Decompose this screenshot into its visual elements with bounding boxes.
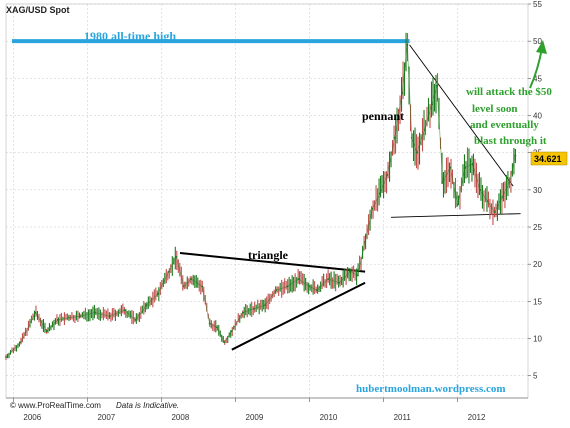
price-point bbox=[93, 311, 96, 314]
price-point bbox=[486, 200, 489, 202]
price-point bbox=[406, 43, 409, 46]
price-point bbox=[56, 319, 59, 321]
price-series bbox=[5, 32, 517, 360]
axes: 5101520253035404550552006200720082009201… bbox=[5, 0, 542, 422]
triangle-bottom-line bbox=[231, 281, 366, 351]
price-point bbox=[45, 330, 48, 332]
forecast-line-2: level soon bbox=[472, 103, 518, 115]
x-tick-label: 2007 bbox=[97, 413, 115, 422]
current-price-value: 34.621 bbox=[534, 154, 562, 164]
y-tick-label: 50 bbox=[533, 37, 542, 46]
disclaimer-note: Data is Indicative. bbox=[116, 401, 179, 410]
price-point bbox=[308, 285, 311, 288]
forecast-line-3: and eventually bbox=[470, 119, 539, 131]
copyright-note: © www.ProRealTime.com bbox=[10, 401, 101, 410]
price-point bbox=[327, 278, 329, 280]
price-point bbox=[201, 285, 204, 288]
price-point bbox=[423, 129, 426, 132]
y-tick-label: 40 bbox=[533, 112, 542, 121]
price-point bbox=[386, 174, 389, 176]
x-tick-label: 2006 bbox=[23, 413, 41, 422]
price-point bbox=[264, 304, 267, 306]
price-point bbox=[5, 356, 7, 359]
x-tick-label: 2011 bbox=[394, 413, 412, 422]
price-point bbox=[410, 136, 413, 139]
price-point bbox=[19, 341, 22, 344]
triangle-top-line bbox=[179, 252, 366, 273]
price-point bbox=[338, 281, 341, 284]
price-line bbox=[5, 44, 516, 358]
price-point bbox=[478, 188, 481, 191]
current-price-tag: 34.621 bbox=[530, 151, 568, 166]
y-tick-label: 30 bbox=[533, 186, 542, 195]
price-point bbox=[501, 196, 503, 199]
grid bbox=[6, 3, 528, 398]
price-point bbox=[134, 319, 137, 321]
price-point bbox=[230, 330, 233, 332]
pennant-bottom-line bbox=[391, 213, 521, 218]
price-point bbox=[371, 207, 374, 210]
price-point bbox=[471, 162, 474, 165]
y-tick-label: 20 bbox=[533, 260, 542, 269]
price-point bbox=[349, 270, 352, 273]
price-point bbox=[156, 293, 159, 295]
price-point bbox=[364, 240, 367, 243]
price-point bbox=[379, 192, 381, 195]
price-point bbox=[297, 278, 300, 280]
ath-annotation: 1980 all-time high bbox=[84, 29, 176, 43]
x-tick-label: 2010 bbox=[320, 413, 338, 422]
pennant-top-line bbox=[409, 44, 514, 187]
price-point bbox=[286, 285, 289, 288]
x-tick-label: 2012 bbox=[468, 413, 486, 422]
website-watermark: hubertmoolman.wordpress.com bbox=[356, 383, 506, 395]
price-point bbox=[79, 315, 81, 318]
price-point bbox=[441, 181, 444, 184]
price-point bbox=[416, 151, 418, 154]
price-point bbox=[108, 315, 111, 318]
price-point bbox=[167, 270, 170, 273]
price-point bbox=[316, 289, 318, 292]
price-point bbox=[508, 181, 511, 184]
price-point bbox=[242, 311, 244, 314]
price-point bbox=[216, 326, 218, 329]
price-point bbox=[34, 311, 37, 314]
price-point bbox=[275, 289, 278, 292]
price-point bbox=[449, 166, 452, 169]
price-point bbox=[253, 307, 255, 310]
price-point bbox=[356, 274, 359, 277]
pennant-annotation: pennant bbox=[362, 109, 404, 123]
price-point bbox=[464, 166, 466, 169]
price-point bbox=[123, 309, 126, 312]
price-point bbox=[145, 304, 148, 306]
triangle-annotation: triangle bbox=[248, 248, 289, 262]
y-tick-label: 45 bbox=[533, 74, 542, 83]
forecast-line-4: blast through it bbox=[474, 135, 547, 147]
price-point bbox=[514, 154, 517, 157]
price-point bbox=[393, 136, 396, 139]
price-point bbox=[430, 103, 433, 106]
forecast-arrowhead-icon bbox=[536, 40, 547, 54]
y-tick-label: 25 bbox=[533, 223, 542, 232]
price-point bbox=[401, 92, 404, 95]
price-point bbox=[436, 84, 438, 87]
price-point bbox=[493, 211, 496, 214]
plot-frame bbox=[5, 3, 529, 399]
reference-lines bbox=[12, 39, 521, 351]
price-point bbox=[456, 203, 459, 206]
price-point bbox=[223, 341, 226, 344]
price-point bbox=[175, 255, 178, 258]
y-tick-label: 5 bbox=[533, 372, 538, 381]
price-point bbox=[182, 285, 185, 288]
y-tick-label: 55 bbox=[533, 0, 542, 9]
x-tick-label: 2009 bbox=[246, 413, 264, 422]
price-point bbox=[68, 316, 70, 319]
price-point bbox=[190, 278, 193, 280]
price-point bbox=[208, 322, 211, 325]
y-tick-label: 10 bbox=[533, 335, 542, 344]
chart-title: XAG/USD Spot bbox=[6, 5, 70, 15]
x-tick-label: 2008 bbox=[171, 413, 189, 422]
forecast-line-1: will attack the $50 bbox=[466, 86, 552, 98]
y-tick-label: 15 bbox=[533, 297, 542, 306]
